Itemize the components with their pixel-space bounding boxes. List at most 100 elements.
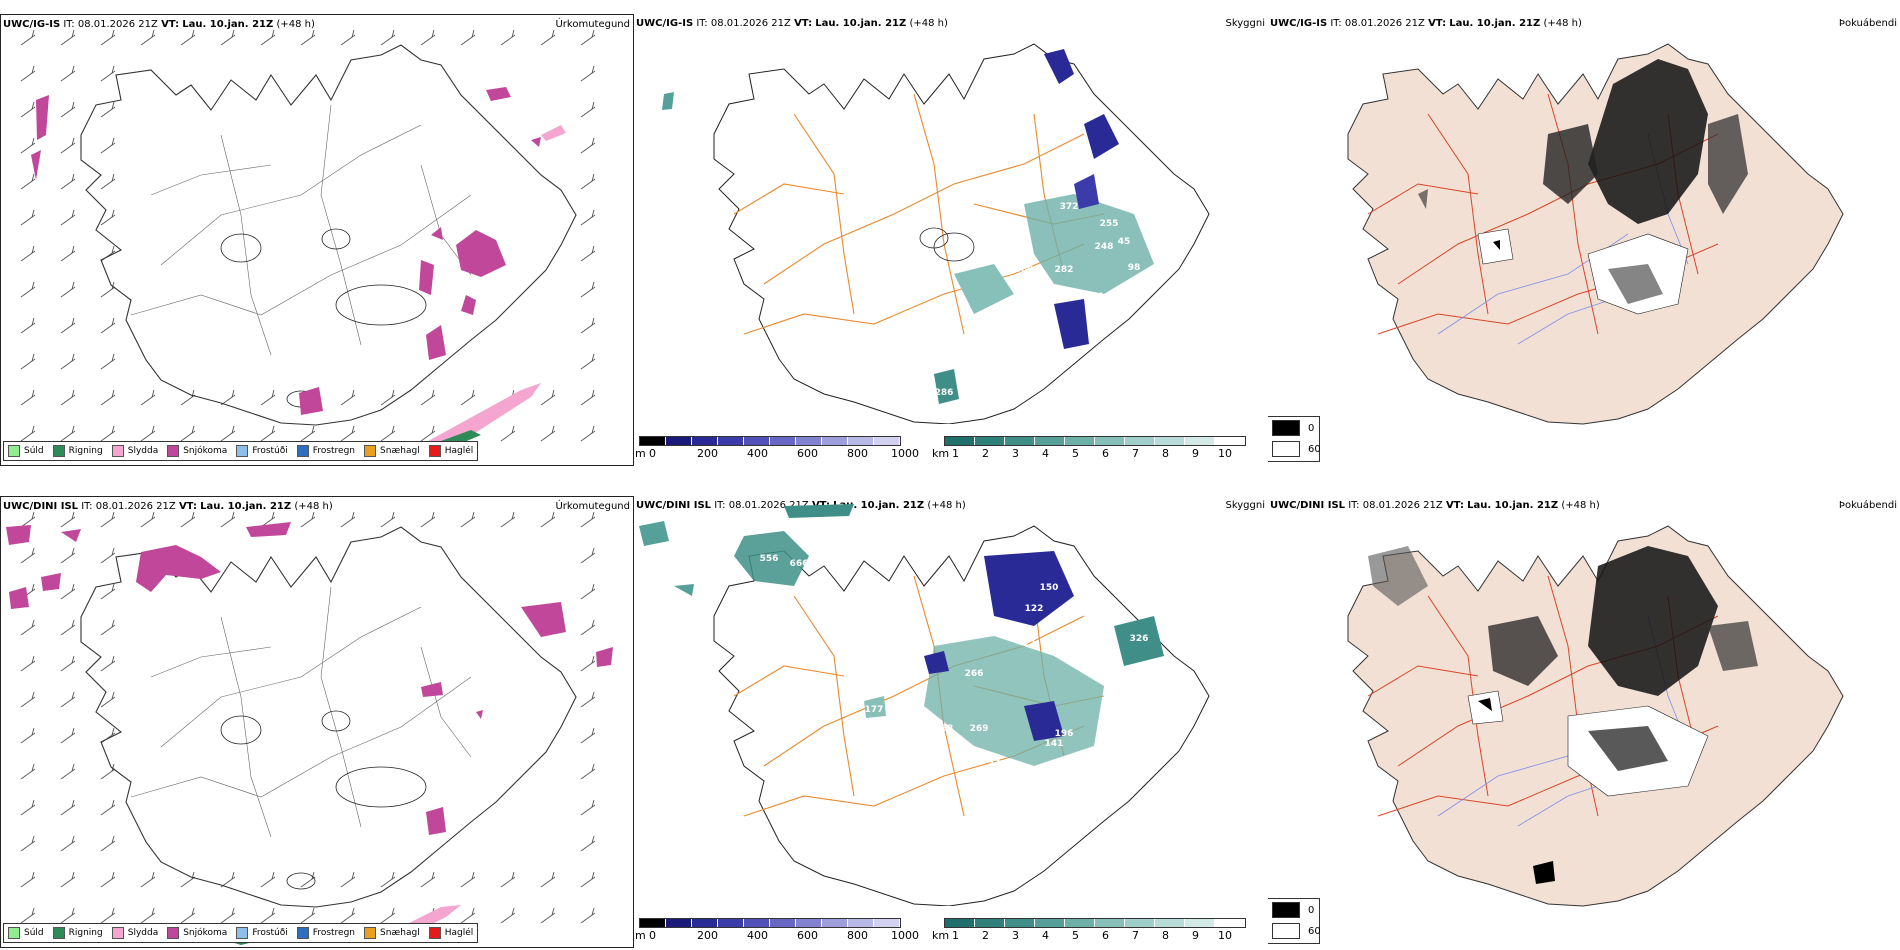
colorbar-tick: 1000	[891, 447, 919, 460]
visibility-colorbar: km 1 2 3 4 5 6 7 8 9 10	[932, 436, 1246, 466]
fog-shading	[1368, 546, 1758, 884]
wind-barb	[340, 907, 356, 924]
cloud-value-label: 286	[935, 388, 954, 398]
iceland-coastline	[80, 526, 577, 908]
legend-item: Frostúði	[236, 445, 288, 457]
wind-barb	[260, 907, 276, 924]
wind-barb	[540, 29, 556, 46]
fog-legend-row: 60	[1272, 441, 1321, 457]
wind-barb	[460, 511, 476, 528]
colorbar-box	[1095, 919, 1125, 927]
cloud-value-label: 98	[1128, 263, 1141, 273]
wind-barb	[60, 871, 76, 888]
wind-barb	[300, 871, 316, 888]
cloud-value-label: 333	[935, 724, 954, 734]
wind-barb	[180, 389, 196, 406]
wind-barb	[20, 547, 36, 564]
wind-barb	[60, 835, 76, 852]
precip-panel-top: UWC/IG-IS IT: 08.01.2026 21Z VT: Lau. 10…	[0, 14, 634, 466]
colorbar-box	[1065, 437, 1095, 445]
cloud-value-label: 266	[965, 669, 984, 679]
colorbar-tick: 1	[952, 447, 959, 460]
wind-barb	[180, 907, 196, 924]
wind-barb	[540, 907, 556, 924]
colorbar-box	[1035, 919, 1065, 927]
wind-barb	[300, 907, 316, 924]
wind-barb	[20, 389, 36, 406]
wind-barb	[580, 907, 596, 924]
wind-barb	[220, 871, 236, 888]
colorbar-box	[770, 437, 796, 445]
colorbar-box	[945, 437, 975, 445]
wind-barb	[60, 619, 76, 636]
wind-barb	[580, 583, 596, 600]
wind-barb	[60, 727, 76, 744]
panel-title: Þokuábendi	[1838, 500, 1897, 511]
colorbar-box	[796, 919, 822, 927]
cloud-base-colorbar: m 0 200 400 600 800 1000	[635, 918, 919, 948]
colorbar-tick: 3	[1012, 447, 1019, 460]
wind-barb	[580, 547, 596, 564]
wind-barb	[20, 137, 36, 154]
legend-swatch	[167, 445, 180, 457]
colorbar-box	[796, 437, 822, 445]
wind-barb	[340, 29, 356, 46]
legend-item: Haglél	[428, 927, 473, 939]
panel-header: UWC/IG-IS IT: 08.01.2026 21Z VT: Lau. 10…	[1270, 18, 1582, 29]
panel-header: UWC/IG-IS IT: 08.01.2026 21Z VT: Lau. 10…	[636, 18, 948, 29]
colorbar-box	[874, 919, 900, 927]
wind-barb	[260, 389, 276, 406]
panel-title: Úrkomutegund	[555, 501, 630, 512]
wind-barb	[260, 29, 276, 46]
wind-barb	[220, 511, 236, 528]
colorbar-box	[1215, 437, 1245, 445]
cloud-map: 372 255 248 282 360 106 286 45 98	[662, 43, 1210, 424]
wind-barb	[580, 65, 596, 82]
colorbar-tick: 200	[697, 929, 718, 942]
panel-header: UWC/DINI ISL IT: 08.01.2026 21Z VT: Lau.…	[3, 501, 333, 512]
wind-barb	[100, 547, 116, 564]
colorbar-box	[692, 437, 718, 445]
glacier-outlines	[220, 710, 427, 890]
cloud-value-label: 282	[1055, 265, 1074, 275]
internal-lines	[130, 104, 472, 356]
iceland-coastline	[713, 525, 1210, 906]
wind-barb	[580, 209, 596, 226]
colorbar-boxes	[944, 436, 1246, 446]
wind-barb	[20, 353, 36, 370]
cloud-value-labels: 372 255 248 282 360 106 286 45 98	[935, 202, 1141, 398]
wind-barb	[20, 871, 36, 888]
legend-swatch	[296, 927, 309, 939]
wind-barb	[300, 29, 316, 46]
wind-barb	[100, 425, 116, 442]
colorbar-tick: 4	[1042, 929, 1049, 942]
colorbar-tick: 800	[847, 447, 868, 460]
colorbar-tick: 200	[697, 447, 718, 460]
fog-legend-row: 0	[1272, 420, 1314, 436]
wind-barb	[580, 425, 596, 442]
wind-barb	[580, 281, 596, 298]
wind-barb	[100, 511, 116, 528]
glacier-outlines	[220, 228, 427, 408]
colorbar-box	[874, 437, 900, 445]
wind-barb	[340, 389, 356, 406]
wind-barb	[20, 425, 36, 442]
cloud-value-label: 150	[1040, 583, 1059, 593]
precip-legend: Súld Rigning Slydda Snjókoma Frostúði Fr…	[3, 923, 479, 943]
wind-barb	[100, 29, 116, 46]
wind-barb	[540, 389, 556, 406]
colorbar-tick: 0	[649, 447, 656, 460]
colorbar-tick: 5	[1072, 447, 1079, 460]
fog-legend-value: 0	[1308, 422, 1315, 434]
fog-legend-value: 0	[1308, 904, 1315, 916]
colorbar-tick: 7	[1132, 447, 1139, 460]
wind-barb	[100, 655, 116, 672]
wind-barb	[380, 907, 396, 924]
legend-swatch	[8, 445, 20, 457]
colorbar-unit: km	[932, 929, 950, 942]
wind-barb	[580, 389, 596, 406]
wind-barb	[100, 907, 116, 924]
wind-barb	[60, 101, 76, 118]
colorbar-box	[1185, 919, 1215, 927]
legend-swatch	[428, 445, 441, 457]
